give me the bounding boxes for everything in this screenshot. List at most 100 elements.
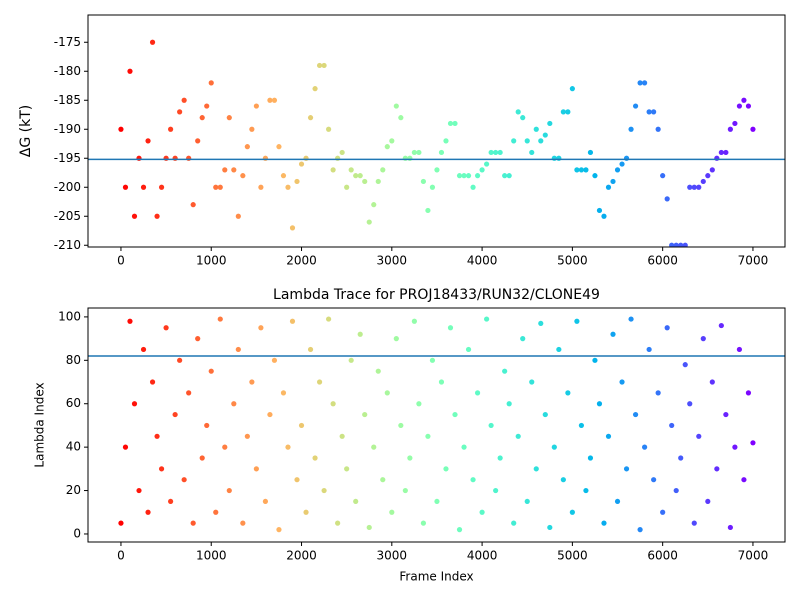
point (520, 336, 526, 342)
point (326, 316, 332, 322)
point (122, 184, 129, 190)
point (339, 149, 345, 156)
point (168, 498, 174, 505)
point (502, 173, 508, 179)
point (326, 126, 332, 132)
point (632, 103, 639, 109)
point (488, 149, 494, 156)
point (628, 316, 634, 322)
point (303, 509, 309, 515)
point (312, 86, 318, 92)
x-tick-label: 1000 (196, 254, 227, 268)
point (736, 103, 743, 109)
point (669, 422, 675, 429)
point (271, 97, 278, 103)
point (452, 120, 458, 127)
point (678, 455, 684, 461)
point (461, 173, 467, 179)
point (168, 126, 174, 132)
y-tick-label: -195 (54, 151, 81, 165)
point (691, 184, 697, 190)
point (520, 115, 526, 121)
point (456, 173, 463, 179)
point (660, 509, 666, 515)
point (642, 80, 648, 86)
point (714, 466, 720, 472)
point (289, 225, 296, 231)
point (235, 346, 241, 353)
point (506, 401, 512, 407)
point (732, 120, 738, 127)
point (425, 207, 431, 214)
point (366, 219, 372, 225)
point (461, 444, 467, 450)
point (375, 178, 381, 185)
point (213, 509, 219, 515)
point (425, 433, 431, 439)
x-tick-label: 6000 (647, 254, 678, 268)
point (596, 401, 603, 407)
point (289, 318, 296, 324)
x-tick-label: 3000 (377, 549, 408, 563)
point (339, 433, 345, 439)
point (140, 184, 147, 190)
point (623, 466, 630, 472)
point (348, 357, 354, 363)
point (601, 520, 607, 526)
point (204, 422, 210, 429)
point (524, 498, 530, 505)
point (691, 520, 697, 526)
point (393, 103, 399, 109)
point (177, 109, 183, 115)
point (727, 524, 733, 531)
point (307, 115, 314, 121)
point (547, 524, 553, 531)
point (366, 524, 372, 531)
point (226, 487, 232, 494)
point (181, 477, 187, 483)
point (660, 173, 666, 179)
point (420, 520, 427, 526)
point (158, 466, 165, 472)
point (569, 509, 575, 515)
point (258, 184, 264, 190)
point (280, 173, 287, 179)
point (384, 390, 390, 396)
point (502, 368, 508, 374)
y-axis-label: ΔG (kT) (18, 105, 34, 157)
point (664, 196, 670, 202)
point (750, 126, 756, 132)
y-axis-label: Lambda Index (33, 382, 47, 467)
x-tick-label: 0 (117, 549, 125, 563)
point (700, 336, 706, 342)
point (669, 242, 675, 247)
point (434, 498, 440, 505)
point (479, 167, 485, 173)
point (700, 178, 706, 185)
point (587, 455, 594, 461)
point (745, 390, 752, 396)
point (605, 433, 612, 439)
point (515, 109, 521, 115)
x-tick-label: 3000 (377, 254, 408, 268)
point (538, 138, 544, 144)
point (682, 362, 688, 368)
x-tick-label: 2000 (286, 254, 317, 268)
point (244, 144, 250, 150)
point (280, 390, 287, 396)
point (511, 138, 517, 144)
point (389, 138, 395, 144)
point (682, 242, 688, 247)
point (416, 149, 422, 156)
point (199, 115, 205, 121)
point (398, 115, 404, 121)
point (294, 477, 300, 483)
point (213, 184, 219, 190)
point (696, 184, 702, 190)
point (470, 184, 476, 190)
point (276, 144, 282, 150)
point (420, 178, 427, 185)
point (429, 357, 436, 363)
y-tick-label: 40 (66, 440, 81, 454)
